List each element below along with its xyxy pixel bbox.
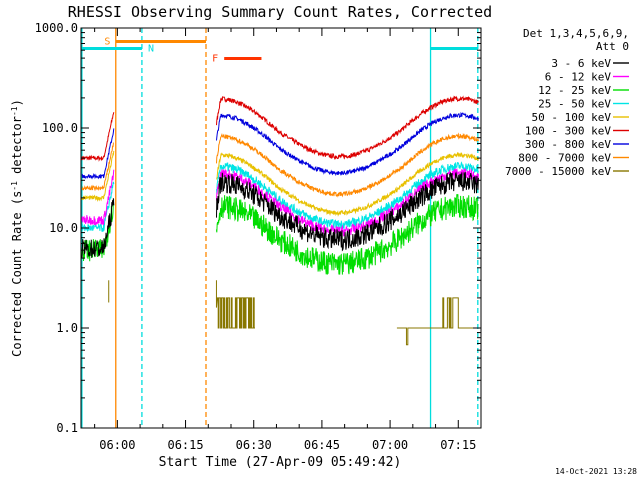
- series-line-7000-15000-kev: [215, 280, 255, 329]
- legend-entry-label: 12 - 25 keV: [538, 84, 611, 97]
- timestamp: 14-Oct-2021 13:28: [555, 467, 637, 476]
- series-line-800-7000-kev: [81, 142, 114, 192]
- flag-label-f: F: [212, 54, 218, 65]
- legend-entry-label: 6 - 12 keV: [545, 71, 612, 84]
- x-axis: 06:00 06:15 06:30 06:45 07:00 07:15: [94, 28, 476, 452]
- series-line-50-100-kev: [81, 150, 115, 202]
- legend-entry-label: 25 - 50 keV: [538, 98, 611, 111]
- legend-entry-label: 100 - 300 keV: [525, 125, 611, 138]
- y-axis-label-sup1: -1: [10, 181, 19, 191]
- y-tick-label: 1.0: [56, 321, 78, 335]
- series-line-25-50-kev: [216, 161, 479, 230]
- y-tick-label: 1000.0: [35, 21, 78, 35]
- series-line-300-800-kev: [81, 128, 115, 180]
- plot-frame: [80, 27, 482, 429]
- y-tick-label: 0.1: [56, 421, 78, 435]
- series-line-300-800-kev: [216, 111, 479, 177]
- x-tick-label: 06:30: [236, 438, 272, 452]
- x-axis-label: Start Time (27-Apr-09 05:49:42): [159, 455, 402, 470]
- series-line-100-300-kev: [81, 112, 115, 162]
- y-axis-label-sup2: -1: [10, 106, 19, 116]
- y-tick-label: 100.0: [42, 121, 78, 135]
- y-axis-label-part2: detector: [10, 116, 24, 181]
- legend-header-line2: Att 0: [596, 40, 629, 53]
- series-line-100-300-kev: [216, 95, 479, 161]
- legend-entry-label: 50 - 100 keV: [532, 111, 612, 124]
- legend-entry-label: 300 - 800 keV: [525, 138, 611, 151]
- series-line-6-12-kev: [81, 169, 115, 226]
- legend-header-line1: Det 1,3,4,5,6,9,: [523, 27, 629, 40]
- series-line-800-7000-kev: [216, 132, 479, 198]
- series-line-3-6-kev: [81, 198, 115, 258]
- y-tick-label: 10.0: [49, 221, 78, 235]
- plot-area: S N F: [81, 28, 479, 428]
- y-axis-label-part1: Corrected Count Rate (s: [10, 191, 24, 357]
- y-axis: 0.1 1.0 10.0 100.0 1000.0: [35, 21, 481, 435]
- legend-entry-label: 7000 - 15000 keV: [505, 165, 611, 178]
- series-line-12-25-kev: [216, 194, 479, 275]
- series-line-3-6-kev: [216, 171, 479, 252]
- x-tick-label: 07:15: [440, 438, 476, 452]
- flag-label-s: S: [104, 37, 110, 48]
- x-tick-label: 06:00: [99, 438, 135, 452]
- legend-entry-label: 3 - 6 keV: [551, 57, 611, 70]
- x-tick-label: 06:45: [304, 438, 340, 452]
- chart-title: RHESSI Observing Summary Count Rates, Co…: [68, 3, 492, 21]
- x-tick-label: 06:15: [167, 438, 203, 452]
- y-axis-label-part3: ): [10, 99, 24, 106]
- series-line-25-50-kev: [81, 181, 115, 233]
- y-axis-label: Corrected Count Rate (s-1 detector-1): [10, 99, 25, 357]
- series-line-50-100-kev: [216, 152, 479, 217]
- flag-label-n: N: [148, 44, 154, 55]
- x-tick-label: 07:00: [372, 438, 408, 452]
- legend-entry-label: 800 - 7000 keV: [518, 152, 611, 165]
- series-line-7000-15000-kev: [396, 297, 476, 346]
